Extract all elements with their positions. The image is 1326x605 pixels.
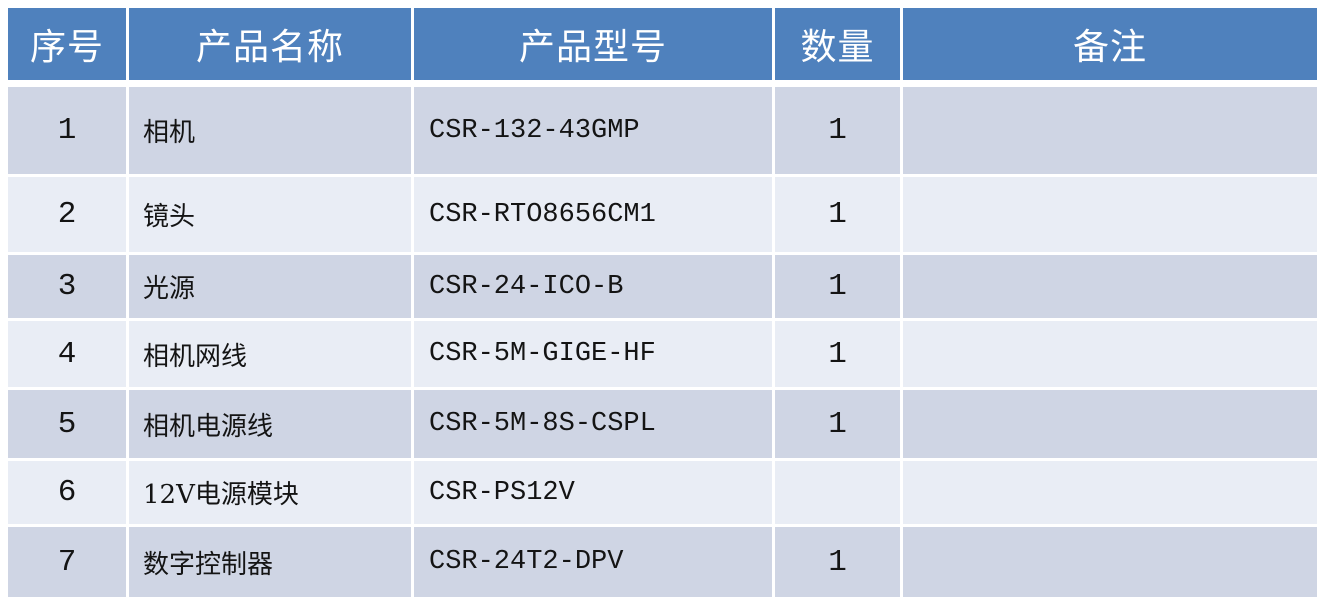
cell-model: CSR-24T2-DPV (414, 527, 772, 597)
cell-model: CSR-PS12V (414, 461, 772, 524)
table-header-row: 序号 产品名称 产品型号 数量 备注 (8, 8, 1317, 80)
cell-model: CSR-5M-8S-CSPL (414, 390, 772, 458)
cell-qty: 1 (775, 177, 900, 252)
cell-remark (903, 177, 1317, 252)
table-row: 2 镜头 CSR-RTO8656CM1 1 (8, 177, 1317, 252)
cell-index: 1 (8, 87, 126, 174)
cell-qty (775, 461, 900, 524)
cell-remark (903, 390, 1317, 458)
cell-model: CSR-5M-GIGE-HF (414, 321, 772, 387)
cell-name: 12V电源模块 (129, 461, 411, 524)
table-body: 1 相机 CSR-132-43GMP 1 2 镜头 CSR-RTO8656CM1… (8, 87, 1317, 597)
cell-remark (903, 87, 1317, 174)
column-header-model: 产品型号 (414, 8, 772, 80)
table-row: 5 相机电源线 CSR-5M-8S-CSPL 1 (8, 390, 1317, 458)
cell-index: 2 (8, 177, 126, 252)
cell-remark (903, 255, 1317, 318)
table-row: 6 12V电源模块 CSR-PS12V (8, 461, 1317, 524)
cell-index: 5 (8, 390, 126, 458)
product-table: 序号 产品名称 产品型号 数量 备注 1 相机 CSR-132-43GMP 1 … (8, 8, 1317, 597)
cell-index: 4 (8, 321, 126, 387)
cell-name: 光源 (129, 255, 411, 318)
column-header-name: 产品名称 (129, 8, 411, 80)
table-row: 3 光源 CSR-24-ICO-B 1 (8, 255, 1317, 318)
cell-name: 镜头 (129, 177, 411, 252)
cell-qty: 1 (775, 321, 900, 387)
cell-name: 相机电源线 (129, 390, 411, 458)
column-header-index: 序号 (8, 8, 126, 80)
cell-index: 6 (8, 461, 126, 524)
cell-qty: 1 (775, 390, 900, 458)
cell-model: CSR-RTO8656CM1 (414, 177, 772, 252)
table-row: 1 相机 CSR-132-43GMP 1 (8, 87, 1317, 174)
cell-name: 相机网线 (129, 321, 411, 387)
cell-index: 3 (8, 255, 126, 318)
cell-index: 7 (8, 527, 126, 597)
cell-remark (903, 461, 1317, 524)
table-row: 4 相机网线 CSR-5M-GIGE-HF 1 (8, 321, 1317, 387)
cell-name: 相机 (129, 87, 411, 174)
cell-qty: 1 (775, 255, 900, 318)
cell-model: CSR-24-ICO-B (414, 255, 772, 318)
column-header-remark: 备注 (903, 8, 1317, 80)
cell-remark (903, 321, 1317, 387)
cell-name: 数字控制器 (129, 527, 411, 597)
cell-qty: 1 (775, 527, 900, 597)
table-row: 7 数字控制器 CSR-24T2-DPV 1 (8, 527, 1317, 597)
cell-remark (903, 527, 1317, 597)
column-header-qty: 数量 (775, 8, 900, 80)
cell-model: CSR-132-43GMP (414, 87, 772, 174)
cell-qty: 1 (775, 87, 900, 174)
